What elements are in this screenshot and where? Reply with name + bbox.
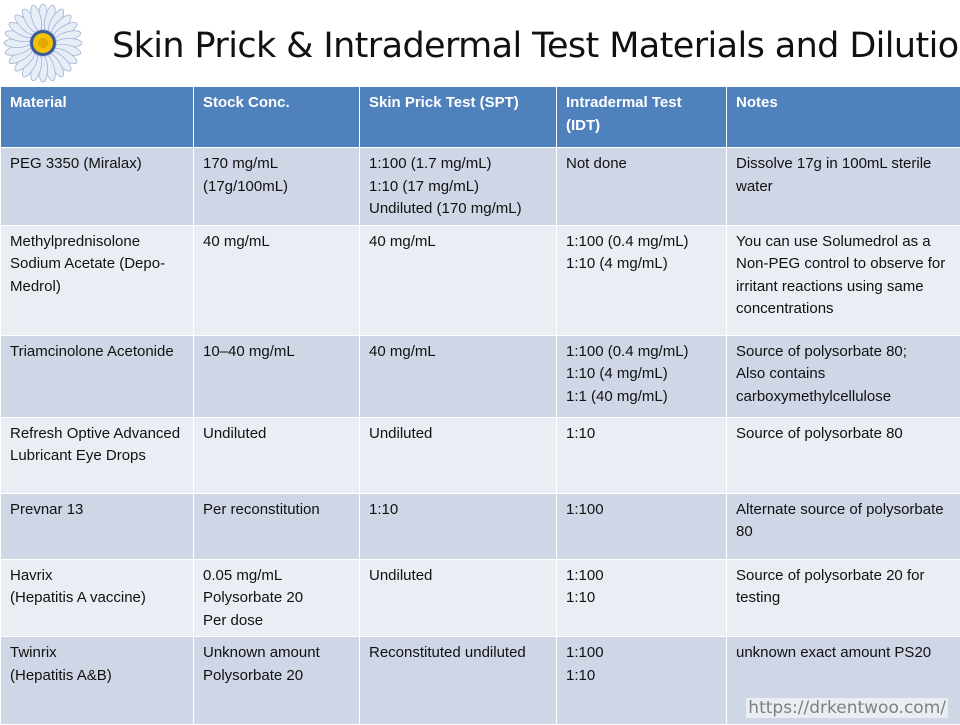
cell-line: 1:100 (1.7 mg/mL) [369,153,548,176]
header-stock-conc: Stock Conc. [194,87,360,148]
cell-line: 1:100 [566,565,718,588]
page-title: Skin Prick & Intradermal Test Materials … [112,26,952,66]
cell-spt: 40 mg/mL [360,335,557,417]
cell-material: Havrix(Hepatitis A vaccine) [1,559,194,637]
cell-spt: 40 mg/mL [360,225,557,335]
cell-line: unknown exact amount PS20 [736,642,952,665]
cell-line: 1:100 (0.4 mg/mL) [566,341,718,364]
cell-notes: Source of polysorbate 80 [727,417,960,493]
cell-idt: Not done [557,148,727,226]
cell-idt: 1:100 (0.4 mg/mL)1:10 (4 mg/mL) [557,225,727,335]
cell-spt: Reconstituted undiluted [360,637,557,725]
table-header-row: Material Stock Conc. Skin Prick Test (SP… [1,87,960,148]
cell-line: Polysorbate 20 [203,587,351,610]
cell-stock: Undiluted [194,417,360,493]
cell-line: Source of polysorbate 20 for testing [736,565,952,610]
cell-line: 1:100 (0.4 mg/mL) [566,231,718,254]
cell-line: Havrix [10,565,185,588]
cell-stock: 170 mg/mL(17g/100mL) [194,148,360,226]
cell-material: Methylprednisolone Sodium Acetate (Depo-… [1,225,194,335]
header-spt: Skin Prick Test (SPT) [360,87,557,148]
cell-stock: Per reconstitution [194,493,360,559]
cell-line: 1:10 [566,587,718,610]
cell-idt: 1:10 [557,417,727,493]
header-idt: Intradermal Test (IDT) [557,87,727,148]
table-row: Methylprednisolone Sodium Acetate (Depo-… [1,225,960,335]
cell-notes: Source of polysorbate 80;Also contains c… [727,335,960,417]
table-row: Refresh Optive Advanced Lubricant Eye Dr… [1,417,960,493]
watermark-url: https://drkentwoo.com/ [746,698,948,718]
cell-idt: 1:100 (0.4 mg/mL)1:10 (4 mg/mL)1:1 (40 m… [557,335,727,417]
cell-spt: 1:10 [360,493,557,559]
sunflower-icon [2,2,84,84]
table-row: Triamcinolone Acetonide 10–40 mg/mL 40 mg/… [1,335,960,417]
cell-line: Undiluted [369,565,548,588]
cell-line: Prevnar 13 [10,499,185,522]
cell-stock: 40 mg/mL [194,225,360,335]
cell-line: 40 mg/mL [369,341,548,364]
cell-line: Undiluted (170 mg/mL) [369,198,548,221]
cell-line: Methylprednisolone Sodium Acetate (Depo-… [10,231,185,299]
cell-line: Dissolve 17g in 100mL sterile water [736,153,952,198]
cell-notes: Source of polysorbate 20 for testing [727,559,960,637]
header-notes: Notes [727,87,960,148]
cell-material: Prevnar 13 [1,493,194,559]
cell-line: Not done [566,153,718,176]
cell-line: 40 mg/mL [203,231,351,254]
cell-material: Triamcinolone Acetonide [1,335,194,417]
cell-line: Source of polysorbate 80 [736,423,952,446]
cell-line: 170 mg/mL [203,153,351,176]
cell-line: 0.05 mg/mL [203,565,351,588]
cell-line: Twinrix [10,642,185,665]
cell-line: 40 mg/mL [369,231,548,254]
cell-line: PEG 3350 (Miralax) [10,153,185,176]
cell-idt: 1:100 [557,493,727,559]
cell-line: 1:10 [566,665,718,688]
cell-notes: Dissolve 17g in 100mL sterile water [727,148,960,226]
cell-line: Alternate source of polysorbate 80 [736,499,952,544]
cell-line: Reconstituted undiluted [369,642,548,665]
table-row: Prevnar 13 Per reconstitution 1:10 1:100 Alt… [1,493,960,559]
cell-line: (Hepatitis A&B) [10,665,185,688]
cell-line: 1:10 [369,499,548,522]
cell-spt: 1:100 (1.7 mg/mL)1:10 (17 mg/mL)Undilute… [360,148,557,226]
cell-line: 1:1 (40 mg/mL) [566,386,718,409]
cell-spt: Undiluted [360,559,557,637]
cell-line: You can use Solumedrol as a Non-PEG cont… [736,231,952,321]
cell-line: 1:10 (4 mg/mL) [566,253,718,276]
cell-line: Refresh Optive Advanced Lubricant Eye Dr… [10,423,185,468]
cell-material: PEG 3350 (Miralax) [1,148,194,226]
cell-line: (17g/100mL) [203,176,351,199]
cell-stock: 10–40 mg/mL [194,335,360,417]
cell-notes: Alternate source of polysorbate 80 [727,493,960,559]
cell-line: 1:10 (17 mg/mL) [369,176,548,199]
cell-line: 1:100 [566,642,718,665]
cell-line: Also contains carboxymethylcellulose [736,363,952,408]
cell-line: Undiluted [369,423,548,446]
cell-line: 1:100 [566,499,718,522]
cell-line: 1:10 [566,423,718,446]
cell-spt: Undiluted [360,417,557,493]
cell-line: Undiluted [203,423,351,446]
cell-material: Twinrix(Hepatitis A&B) [1,637,194,725]
dilution-table: Material Stock Conc. Skin Prick Test (SP… [0,86,960,725]
table-row: PEG 3350 (Miralax)170 mg/mL(17g/100mL)1:… [1,148,960,226]
cell-line: Unknown amount [203,642,351,665]
header-material: Material [1,87,194,148]
cell-line: Source of polysorbate 80; [736,341,952,364]
cell-line: 1:10 (4 mg/mL) [566,363,718,386]
cell-line: (Hepatitis A vaccine) [10,587,185,610]
cell-line: Triamcinolone Acetonide [10,341,185,364]
cell-line: 10–40 mg/mL [203,341,351,364]
cell-material: Refresh Optive Advanced Lubricant Eye Dr… [1,417,194,493]
cell-line: Per dose [203,610,351,633]
cell-notes: You can use Solumedrol as a Non-PEG cont… [727,225,960,335]
cell-line: Polysorbate 20 [203,665,351,688]
cell-line: Per reconstitution [203,499,351,522]
